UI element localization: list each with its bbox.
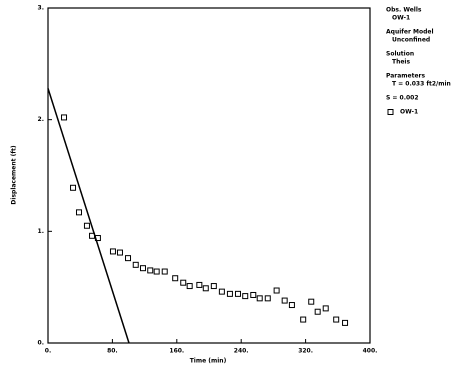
data-point xyxy=(61,114,68,121)
data-point xyxy=(202,285,209,292)
data-point xyxy=(186,283,193,290)
data-point xyxy=(196,281,203,288)
x-tick-label: 320. xyxy=(298,348,313,355)
data-point xyxy=(147,267,154,274)
y-tick-label: 0. xyxy=(38,340,44,347)
plot-frame xyxy=(47,7,371,344)
data-point xyxy=(308,298,315,305)
annotation: T = 0.033 ft2/min xyxy=(392,81,451,88)
data-point xyxy=(250,291,257,298)
legend-label: OW-1 xyxy=(400,109,418,116)
data-point xyxy=(226,290,233,297)
data-point xyxy=(161,268,168,275)
data-point xyxy=(242,293,249,300)
data-point xyxy=(264,295,271,302)
y-tick-label: 3. xyxy=(38,5,44,12)
x-tick-label: 0. xyxy=(45,348,51,355)
data-point xyxy=(300,316,307,323)
annotation: OW-1 xyxy=(392,15,410,22)
data-point xyxy=(139,265,146,272)
data-point xyxy=(322,305,329,312)
annotation: Unconfined xyxy=(392,37,430,44)
data-point xyxy=(116,249,123,256)
data-point xyxy=(172,275,179,282)
x-tick-label: 400. xyxy=(363,348,378,355)
y-tick-label: 1. xyxy=(38,228,44,235)
x-tick-label: 160. xyxy=(169,348,184,355)
annotation: Solution xyxy=(386,51,414,58)
fit-line xyxy=(47,88,130,344)
data-point xyxy=(75,209,82,216)
data-point xyxy=(180,279,187,286)
data-point xyxy=(218,288,225,295)
data-point xyxy=(333,316,340,323)
data-point xyxy=(281,297,288,304)
data-point xyxy=(132,261,139,268)
annotation: Obs. Wells xyxy=(386,7,422,14)
data-point xyxy=(314,308,321,315)
data-point xyxy=(153,268,160,275)
annotation: Parameters xyxy=(386,73,426,80)
data-point xyxy=(83,222,90,229)
legend-marker xyxy=(387,109,394,115)
annotation: Theis xyxy=(392,59,410,66)
data-point xyxy=(342,319,349,326)
annotation: Aquifer Model xyxy=(386,29,434,36)
data-point xyxy=(210,283,217,290)
data-point xyxy=(70,184,77,191)
annotation: S = 0.002 xyxy=(386,95,419,102)
x-tick-label: 80. xyxy=(107,348,118,355)
data-point xyxy=(256,295,263,302)
data-point xyxy=(125,255,132,262)
x-tick-label: 240. xyxy=(234,348,249,355)
data-point xyxy=(288,302,295,309)
y-axis-label: Displacement (ft) xyxy=(11,145,18,204)
x-axis-label: Time (min) xyxy=(190,358,227,365)
data-point xyxy=(273,287,280,294)
data-point xyxy=(109,248,116,255)
y-tick-label: 2. xyxy=(38,116,44,123)
data-point xyxy=(234,290,241,297)
